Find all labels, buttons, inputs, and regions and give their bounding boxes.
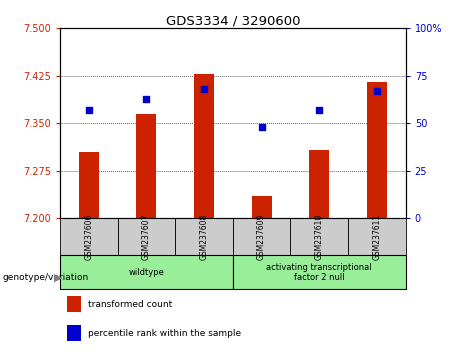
Bar	[252, 196, 272, 218]
Bar	[194, 74, 214, 218]
Point	[142, 96, 150, 101]
Bar	[290, 218, 348, 255]
Text: genotype/variation: genotype/variation	[2, 273, 89, 282]
Point	[373, 88, 381, 94]
Text: wildtype: wildtype	[129, 268, 164, 277]
Bar	[118, 218, 175, 255]
Point	[315, 107, 323, 113]
Point	[258, 124, 266, 130]
Text: GSM237609: GSM237609	[257, 213, 266, 260]
Text: GSM237611: GSM237611	[372, 214, 381, 260]
Text: GSM237607: GSM237607	[142, 213, 151, 260]
Bar	[233, 255, 406, 289]
Bar	[79, 152, 99, 218]
Text: activating transcriptional
factor 2 null: activating transcriptional factor 2 null	[266, 263, 372, 282]
Text: GSM237608: GSM237608	[200, 214, 208, 260]
Bar	[136, 114, 156, 218]
Bar	[348, 218, 406, 255]
Text: percentile rank within the sample: percentile rank within the sample	[88, 329, 241, 338]
Bar	[67, 296, 81, 312]
Point	[200, 86, 207, 92]
Bar	[309, 150, 329, 218]
Point	[85, 107, 92, 113]
Text: transformed count: transformed count	[88, 300, 172, 309]
Text: GSM237606: GSM237606	[84, 213, 93, 260]
Bar	[175, 218, 233, 255]
Text: GSM237610: GSM237610	[315, 214, 324, 260]
Bar	[60, 218, 118, 255]
Title: GDS3334 / 3290600: GDS3334 / 3290600	[165, 14, 300, 27]
Bar	[60, 255, 233, 289]
Bar	[367, 82, 387, 218]
Bar	[233, 218, 290, 255]
Text: ▶: ▶	[54, 273, 63, 283]
Bar	[67, 325, 81, 341]
